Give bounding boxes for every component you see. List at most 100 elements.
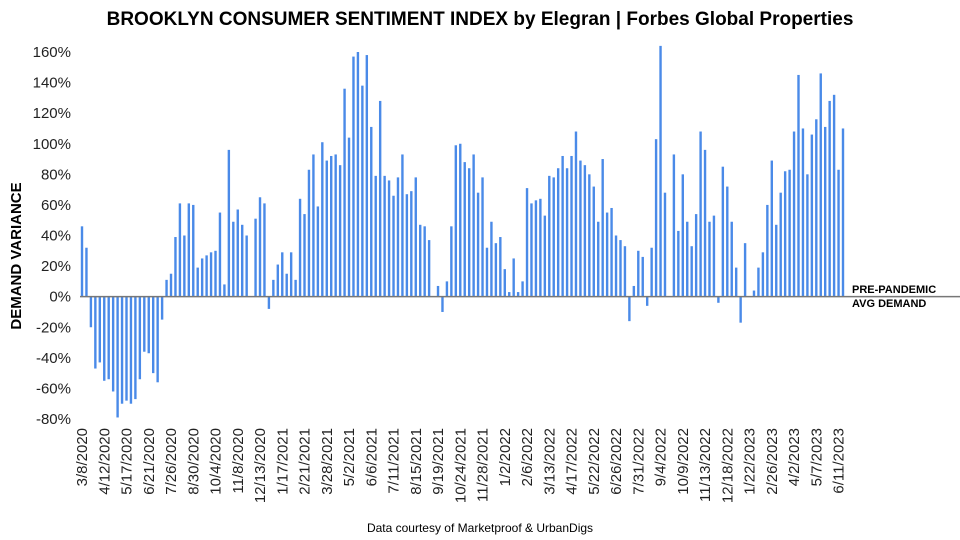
bar (387, 180, 391, 297)
x-tick-label: 2/26/2023 (764, 428, 781, 495)
x-tick-label: 3/13/2022 (541, 428, 558, 495)
bar (445, 281, 449, 297)
x-tick-label: 11/13/2022 (697, 428, 714, 502)
x-tick-label: 2/6/2022 (519, 428, 536, 486)
bar (499, 237, 502, 297)
x-tick-label: 3/8/2020 (74, 428, 91, 486)
bar (610, 207, 613, 297)
bar (294, 279, 297, 297)
bar (147, 296, 150, 354)
y-tick-label: 60% (41, 197, 71, 214)
bar (183, 235, 186, 297)
bar (659, 45, 662, 297)
bar (356, 52, 360, 297)
x-tick-label: 5/22/2022 (586, 428, 603, 495)
x-tick-label: 4/2/2023 (786, 428, 803, 486)
bar (312, 154, 315, 297)
bar (712, 215, 716, 297)
bar (677, 230, 680, 297)
x-tick-label: 2/21/2021 (297, 428, 314, 495)
bar (192, 204, 195, 297)
x-tick-label: 6/11/2023 (831, 428, 848, 494)
chart-title: BROOKLYN CONSUMER SENTIMENT INDEX by Ele… (106, 9, 854, 30)
bar (530, 203, 533, 297)
annotation-line-2: AVG DEMAND (852, 298, 926, 310)
bar (605, 212, 609, 297)
bar (703, 149, 707, 297)
x-tick-label: 3/28/2021 (319, 428, 336, 495)
bar (107, 296, 110, 380)
bar (534, 200, 538, 297)
bar (641, 256, 644, 297)
x-tick-label: 5/7/2023 (808, 428, 825, 486)
bar (512, 258, 515, 297)
bar (330, 155, 333, 297)
bar (258, 197, 262, 297)
bar (686, 221, 689, 297)
bar (828, 100, 831, 297)
bar (770, 160, 773, 297)
bar (298, 198, 302, 297)
bar (708, 221, 711, 297)
bar (779, 192, 782, 297)
bar (89, 296, 93, 328)
bar (245, 235, 248, 297)
bar (459, 143, 462, 297)
bar (129, 296, 133, 404)
bar (694, 214, 698, 297)
bar (592, 186, 595, 297)
bar (134, 296, 137, 400)
x-tick-label: 10/24/2021 (452, 428, 469, 503)
bar (205, 255, 208, 297)
x-tick-label: 1/22/2023 (742, 428, 759, 495)
y-tick-label: 120% (33, 105, 71, 122)
bar (156, 296, 159, 383)
bar (539, 198, 542, 297)
y-tick-label: -80% (36, 411, 71, 428)
bar (289, 252, 293, 297)
bar (561, 155, 564, 297)
bar (232, 221, 235, 297)
x-tick-label: 1/2/2022 (497, 428, 514, 486)
bar (810, 134, 814, 297)
y-tick-label: 160% (33, 44, 71, 61)
bar (521, 281, 524, 297)
bar (85, 247, 88, 297)
bar (583, 165, 587, 297)
bar (815, 119, 818, 297)
bar (490, 221, 493, 297)
bar (752, 290, 756, 297)
bar (98, 296, 101, 363)
bar (94, 296, 97, 369)
bar (343, 88, 346, 297)
bar (361, 85, 364, 297)
x-axis-ticks: 3/8/2020 4/12/2020 5/17/2020 6/21/2020 7/26/… (74, 428, 848, 503)
bar (548, 175, 551, 297)
bar (841, 128, 845, 297)
bar (423, 226, 426, 297)
bar (597, 221, 600, 297)
x-tick-label: 5/17/2020 (119, 428, 136, 495)
bar (263, 203, 266, 297)
bar (552, 177, 555, 297)
bar (801, 128, 805, 297)
bar (378, 100, 382, 297)
bar (160, 296, 164, 320)
bar (481, 177, 484, 297)
bar (637, 250, 640, 297)
x-tick-label: 5/2/2021 (341, 428, 358, 486)
bar (365, 55, 369, 297)
bar (672, 154, 676, 297)
bar (374, 175, 377, 297)
bar (347, 137, 351, 297)
y-tick-label: 80% (41, 166, 71, 183)
bar (717, 296, 720, 303)
y-axis-label: DEMAND VARIANCE (8, 182, 25, 329)
bar (543, 215, 547, 297)
bar (623, 246, 627, 297)
source-note: Data courtesy of Marketproof & UrbanDigs (366, 521, 594, 535)
bar (699, 131, 702, 297)
bar (743, 243, 747, 297)
bar (494, 243, 498, 297)
bar (334, 154, 337, 297)
